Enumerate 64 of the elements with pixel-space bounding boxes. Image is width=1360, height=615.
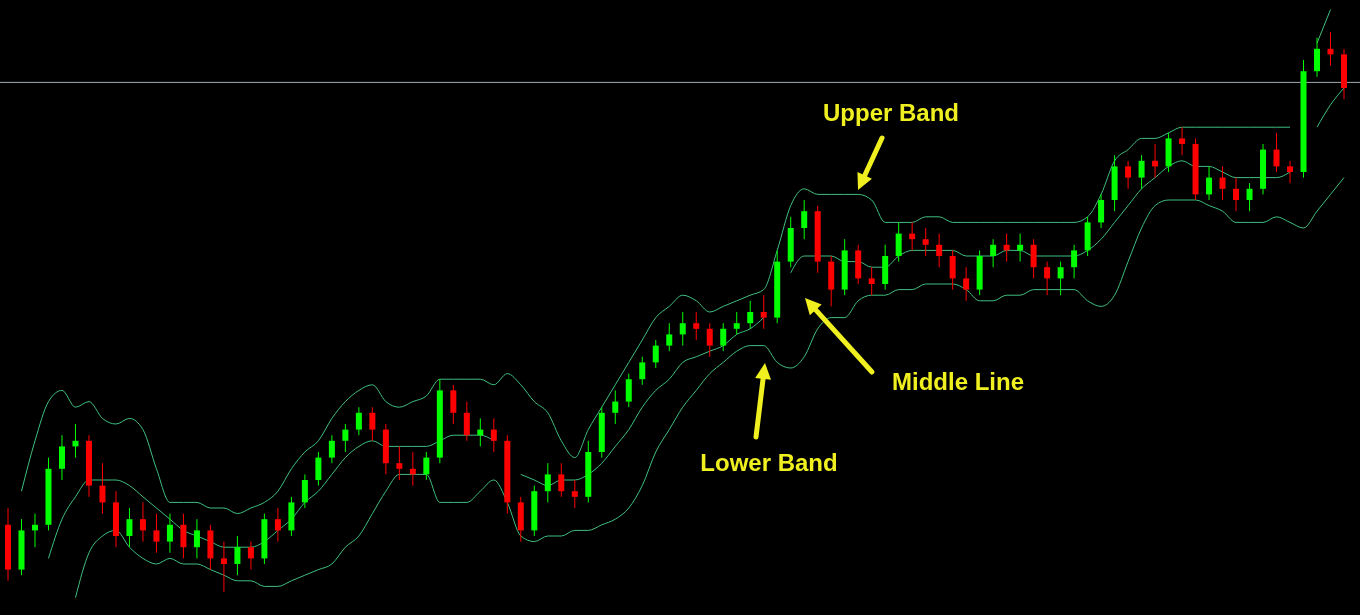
candlestick <box>315 451 322 487</box>
candlestick <box>625 373 632 408</box>
candlestick <box>1246 182 1253 212</box>
candlestick <box>139 501 146 543</box>
candlestick <box>274 507 281 543</box>
annotation: Lower Band <box>700 449 838 476</box>
candlestick <box>1125 160 1132 190</box>
candlestick <box>220 541 227 593</box>
candlestick <box>1030 238 1037 279</box>
candlestick <box>801 199 808 240</box>
candlestick <box>1098 193 1105 229</box>
annotation: Middle Line <box>892 368 1024 395</box>
candlestick <box>571 479 578 509</box>
candlestick <box>760 294 767 330</box>
candlestick <box>1044 261 1051 296</box>
candlestick <box>693 311 700 341</box>
candlestick <box>396 445 403 481</box>
candlestick <box>666 322 673 352</box>
candlestick <box>949 249 956 291</box>
candlestick <box>423 451 430 481</box>
candlestick <box>747 300 754 330</box>
candlestick <box>612 389 619 425</box>
candlestick <box>153 513 160 554</box>
candlestick <box>963 266 970 302</box>
candlestick <box>544 462 551 503</box>
candlestick <box>234 535 241 576</box>
candlestick <box>490 417 497 453</box>
candlestick <box>99 462 106 515</box>
candlestick <box>1287 160 1294 184</box>
candlestick <box>639 356 646 386</box>
candlestick <box>328 434 335 464</box>
candlestick <box>1314 37 1321 78</box>
candlestick <box>895 221 902 263</box>
candlestick <box>652 339 659 369</box>
candlestick <box>193 518 200 559</box>
candlestick <box>1138 154 1145 190</box>
candlestick <box>1219 165 1226 201</box>
annotation: Upper Band <box>822 99 960 126</box>
candlestick <box>126 507 133 548</box>
candlestick <box>301 473 308 509</box>
candlestick <box>1179 126 1186 156</box>
candlestick <box>463 401 470 442</box>
candlestick <box>180 513 187 559</box>
candlestick <box>868 266 875 296</box>
candlestick <box>342 423 349 453</box>
candlestick <box>679 311 686 347</box>
candlestick <box>450 384 457 425</box>
candlestick <box>706 322 713 358</box>
candlestick <box>936 233 943 268</box>
candlestick <box>720 322 727 352</box>
candlestick <box>1233 177 1240 212</box>
candlestick <box>558 462 565 498</box>
candlestick <box>1273 132 1280 173</box>
candlestick <box>247 541 254 571</box>
candlestick <box>369 406 376 442</box>
candlestick <box>1206 165 1213 201</box>
candlestick <box>166 513 173 554</box>
candlestick <box>922 227 929 257</box>
candlestick <box>1071 244 1078 279</box>
candlestick <box>58 434 65 481</box>
candlestick <box>733 311 740 335</box>
candlestick <box>1057 261 1064 296</box>
candlestick <box>990 238 997 268</box>
candlestick <box>355 406 362 436</box>
